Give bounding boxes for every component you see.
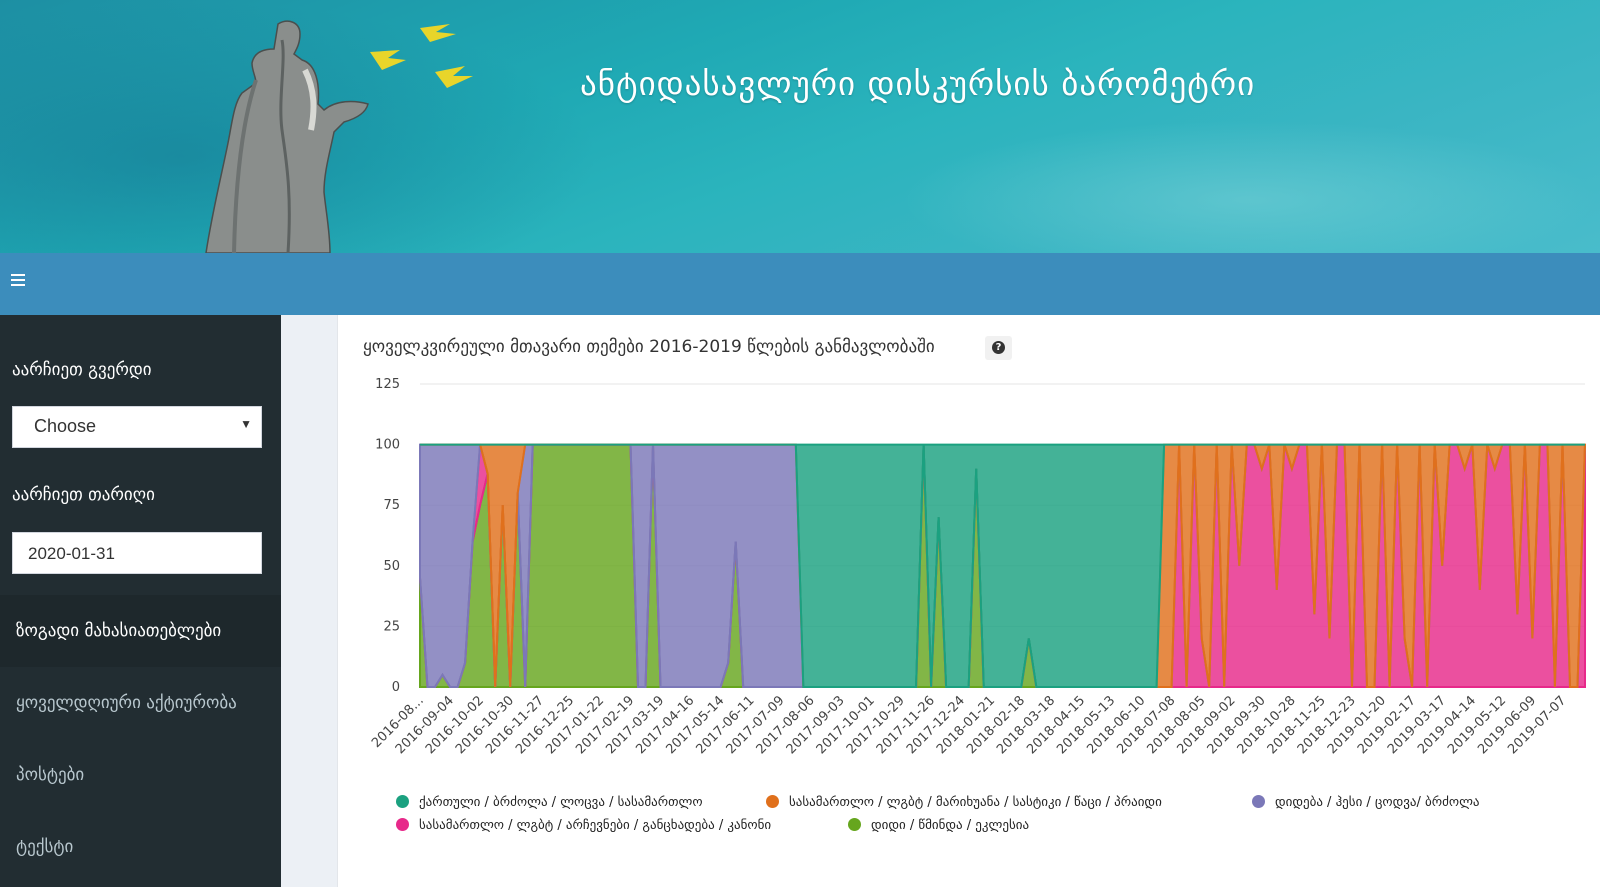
- sidebar: აარჩიეთ გვერდი Choose ▼ აარჩიეთ თარიღი 2…: [0, 315, 281, 887]
- site-title: ანტიდასავლური დისკურსის ბარომეტრი: [580, 64, 1256, 103]
- legend-label: დიდი / წმინდა / ეკლესია: [871, 818, 1030, 833]
- legend-label: სასამართლო / ლგბტ / მარიხუანა / სასტიკი …: [789, 795, 1162, 810]
- sidebar-item-general[interactable]: ზოგადი მახასიათებლები: [0, 595, 281, 667]
- legend-label: დიდება / ჰესი / ცოდვა/ ბრძოლა: [1275, 795, 1480, 810]
- site-header: ანტიდასავლური დისკურსის ბარომეტრი: [0, 0, 1600, 253]
- caret-down-icon: ▼: [240, 417, 252, 431]
- hamburger-icon[interactable]: [11, 274, 25, 288]
- legend-label: სასამართლო / ლგბტ / არჩევნები / განცხადე…: [419, 818, 772, 833]
- statue-logo: [205, 20, 369, 253]
- legend-item[interactable]: დიდი / წმინდა / ეკლესია: [848, 818, 1029, 833]
- y-tick-label: 25: [383, 619, 400, 634]
- sidebar-item-text[interactable]: ტექსტი: [16, 837, 74, 857]
- y-tick-label: 0: [392, 680, 400, 695]
- question-circle-icon[interactable]: ?: [985, 336, 1012, 360]
- page-select-label: აარჩიეთ გვერდი: [12, 360, 152, 380]
- page-select-value: Choose: [34, 416, 97, 436]
- legend-item[interactable]: დიდება / ჰესი / ცოდვა/ ბრძოლა: [1252, 795, 1480, 810]
- doves-icon: [370, 24, 473, 88]
- sidebar-item-posts[interactable]: პოსტები: [16, 765, 85, 785]
- legend-item[interactable]: სასამართლო / ლგბტ / არჩევნები / განცხადე…: [396, 818, 771, 833]
- legend-dot-icon: [396, 818, 409, 831]
- header-cloud-light: [900, 120, 1600, 253]
- legend-item[interactable]: სასამართლო / ლგბტ / მარიხუანა / სასტიკი …: [766, 795, 1162, 810]
- y-tick-label: 125: [375, 377, 400, 392]
- y-tick-label: 50: [383, 559, 400, 574]
- chart-title: ყოველკვირეული მთავარი თემები 2016-2019 წ…: [363, 337, 935, 357]
- page-select[interactable]: Choose ▼: [12, 406, 262, 448]
- main-content: ყოველკვირეული მთავარი თემები 2016-2019 წ…: [281, 315, 1600, 887]
- chart-box: ყოველკვირეული მთავარი თემები 2016-2019 წ…: [337, 315, 1600, 887]
- sidebar-item-daily-activity[interactable]: ყოველდღიური აქტიურობა: [16, 693, 237, 713]
- date-label: აარჩიეთ თარიღი: [12, 485, 155, 505]
- y-tick-label: 75: [383, 498, 400, 513]
- stacked-area-chart: 02550751001252016-08...2016-09-042016-10…: [369, 377, 1587, 757]
- legend-dot-icon: [1252, 795, 1265, 808]
- top-navbar: [0, 253, 1600, 315]
- legend-item[interactable]: ქართული / ბრძოლა / ლოცვა / სასამართლო: [396, 795, 703, 810]
- area-series-teal[interactable]: [420, 443, 1585, 688]
- legend-dot-icon: [766, 795, 779, 808]
- date-input[interactable]: 2020-01-31: [12, 532, 262, 574]
- legend-dot-icon: [848, 818, 861, 831]
- legend-label: ქართული / ბრძოლა / ლოცვა / სასამართლო: [419, 795, 703, 810]
- legend-dot-icon: [396, 795, 409, 808]
- y-tick-label: 100: [375, 438, 400, 453]
